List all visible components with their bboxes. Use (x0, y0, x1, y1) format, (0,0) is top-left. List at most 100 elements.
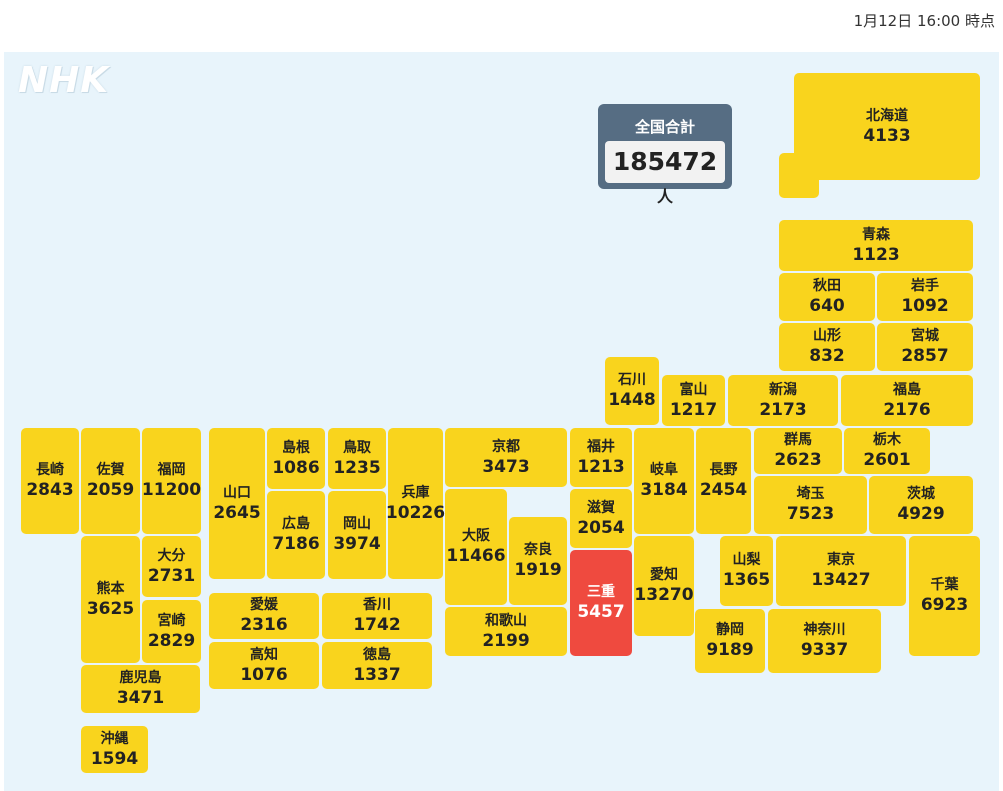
prefecture-name: 福島 (893, 381, 921, 398)
prefecture-name: 大分 (157, 547, 186, 564)
prefecture-name: 兵庫 (401, 484, 430, 501)
prefecture-hyogo[interactable]: 兵庫 10226 (386, 428, 445, 579)
prefecture-saga[interactable]: 佐賀 2059 (81, 428, 140, 534)
prefecture-shiga[interactable]: 滋賀 2054 (570, 489, 632, 548)
prefecture-wakayama[interactable]: 和歌山 2199 (445, 607, 567, 656)
prefecture-kochi[interactable]: 高知 1076 (209, 642, 319, 689)
prefecture-count: 3471 (116, 688, 165, 708)
prefecture-kyoto[interactable]: 京都 3473 (445, 428, 567, 487)
prefecture-name: 石川 (618, 372, 646, 388)
prefecture-yamanashi[interactable]: 山梨 1365 (720, 536, 773, 606)
prefecture-okayama[interactable]: 岡山 3974 (328, 491, 386, 579)
prefecture-hokkaido[interactable]: 北海道 4133 (794, 73, 980, 180)
prefecture-niigata[interactable]: 新潟 2173 (728, 375, 838, 426)
prefecture-count: 1123 (852, 244, 900, 265)
prefecture-ehime[interactable]: 愛媛 2316 (209, 593, 319, 639)
prefecture-count: 1086 (272, 457, 320, 478)
prefecture-fukuoka[interactable]: 福岡 11200 (142, 428, 201, 534)
prefecture-name: 山形 (813, 328, 841, 344)
prefecture-nagasaki[interactable]: 長崎 2843 (21, 428, 79, 534)
prefecture-count: 1235 (333, 457, 381, 478)
prefecture-name: 沖縄 (100, 730, 129, 747)
prefecture-miyazaki[interactable]: 宮崎 2829 (142, 600, 201, 663)
prefecture-count: 7523 (786, 504, 835, 524)
prefecture-tokyo[interactable]: 東京 13427 (776, 536, 906, 606)
prefecture-name: 茨城 (907, 486, 935, 502)
prefecture-count: 1213 (577, 456, 625, 477)
prefecture-ishikawa[interactable]: 石川 1448 (605, 357, 659, 425)
prefecture-name: 高知 (250, 646, 278, 663)
prefecture-name: 千葉 (930, 577, 959, 593)
prefecture-shizuoka[interactable]: 静岡 9189 (695, 609, 765, 673)
prefecture-osaka[interactable]: 大阪 11466 (445, 489, 507, 605)
prefecture-count: 2199 (482, 630, 530, 651)
prefecture-fukui[interactable]: 福井 1213 (570, 428, 632, 487)
prefecture-gifu[interactable]: 岐阜 3184 (634, 428, 694, 534)
prefecture-name: 山口 (223, 484, 251, 501)
prefecture-name: 鳥取 (343, 439, 371, 456)
prefecture-nara[interactable]: 奈良 1919 (509, 517, 567, 605)
prefecture-name: 新潟 (769, 381, 797, 398)
national-total-value-box: 185472 人 (605, 141, 725, 206)
prefecture-count: 2316 (240, 615, 288, 635)
timestamp: 1月12日 16:00 時点 (853, 12, 995, 30)
prefecture-saitama[interactable]: 埼玉 7523 (754, 476, 867, 534)
prefecture-count: 1594 (90, 748, 139, 769)
prefecture-aomori[interactable]: 青森 1123 (779, 220, 973, 271)
prefecture-count: 2645 (213, 502, 261, 523)
national-total-value: 185472 (612, 147, 718, 176)
prefecture-name: 香川 (363, 597, 391, 613)
prefecture-name: 北海道 (866, 107, 908, 124)
prefecture-mie[interactable]: 三重 5457 (570, 550, 632, 656)
prefecture-name: 徳島 (363, 646, 391, 663)
prefecture-yamagata[interactable]: 山形 832 (779, 323, 875, 371)
prefecture-count: 2059 (86, 480, 135, 500)
prefecture-name: 佐賀 (96, 462, 125, 478)
prefecture-toyama[interactable]: 富山 1217 (662, 375, 725, 426)
prefecture-gunma[interactable]: 群馬 2623 (754, 428, 842, 474)
prefecture-name: 山梨 (732, 552, 761, 568)
prefecture-ibaraki[interactable]: 茨城 4929 (869, 476, 973, 534)
prefecture-count: 3625 (86, 598, 135, 619)
prefecture-name: 岐阜 (650, 462, 678, 478)
prefecture-count: 2829 (147, 630, 196, 651)
prefecture-shimane[interactable]: 島根 1086 (267, 428, 325, 489)
prefecture-count: 2623 (774, 450, 822, 470)
prefecture-iwate[interactable]: 岩手 1092 (877, 273, 973, 321)
prefecture-hiroshima[interactable]: 広島 7186 (267, 491, 325, 579)
prefecture-tottori[interactable]: 鳥取 1235 (328, 428, 386, 489)
prefecture-name: 秋田 (813, 278, 841, 294)
prefecture-yamaguchi[interactable]: 山口 2645 (209, 428, 265, 579)
prefecture-kagoshima[interactable]: 鹿児島 3471 (81, 665, 200, 713)
prefecture-count: 11200 (141, 480, 202, 500)
prefecture-tokushima[interactable]: 徳島 1337 (322, 642, 432, 689)
prefecture-chiba[interactable]: 千葉 6923 (909, 536, 980, 656)
prefecture-name: 長崎 (36, 462, 64, 478)
prefecture-tochigi[interactable]: 栃木 2601 (844, 428, 930, 474)
prefecture-name: 大阪 (462, 528, 490, 544)
prefecture-name: 愛媛 (250, 597, 278, 613)
prefecture-count: 5457 (577, 602, 625, 622)
prefecture-kumamoto[interactable]: 熊本 3625 (81, 536, 140, 663)
prefecture-miyagi[interactable]: 宮城 2857 (877, 323, 973, 371)
prefecture-name: 三重 (587, 584, 615, 600)
prefecture-name: 福岡 (157, 462, 186, 478)
prefecture-count: 7186 (272, 534, 320, 554)
prefecture-oita[interactable]: 大分 2731 (142, 536, 201, 597)
prefecture-name: 宮城 (911, 328, 939, 344)
prefecture-name: 熊本 (96, 580, 125, 597)
prefecture-count: 1076 (240, 664, 288, 685)
prefecture-kanagawa[interactable]: 神奈川 9337 (768, 609, 881, 673)
prefecture-fukushima[interactable]: 福島 2176 (841, 375, 973, 426)
prefecture-aichi[interactable]: 愛知 13270 (634, 536, 694, 636)
prefecture-nagano[interactable]: 長野 2454 (696, 428, 751, 534)
prefecture-name: 栃木 (873, 432, 901, 448)
prefecture-kagawa[interactable]: 香川 1742 (322, 593, 432, 639)
prefecture-name: 福井 (587, 438, 615, 455)
prefecture-name: 富山 (679, 381, 708, 398)
prefecture-count: 13270 (634, 585, 694, 605)
prefecture-name: 岩手 (911, 278, 939, 294)
prefecture-akita[interactable]: 秋田 640 (779, 273, 875, 321)
prefecture-okinawa[interactable]: 沖縄 1594 (81, 726, 148, 773)
prefecture-count: 4929 (897, 504, 945, 524)
